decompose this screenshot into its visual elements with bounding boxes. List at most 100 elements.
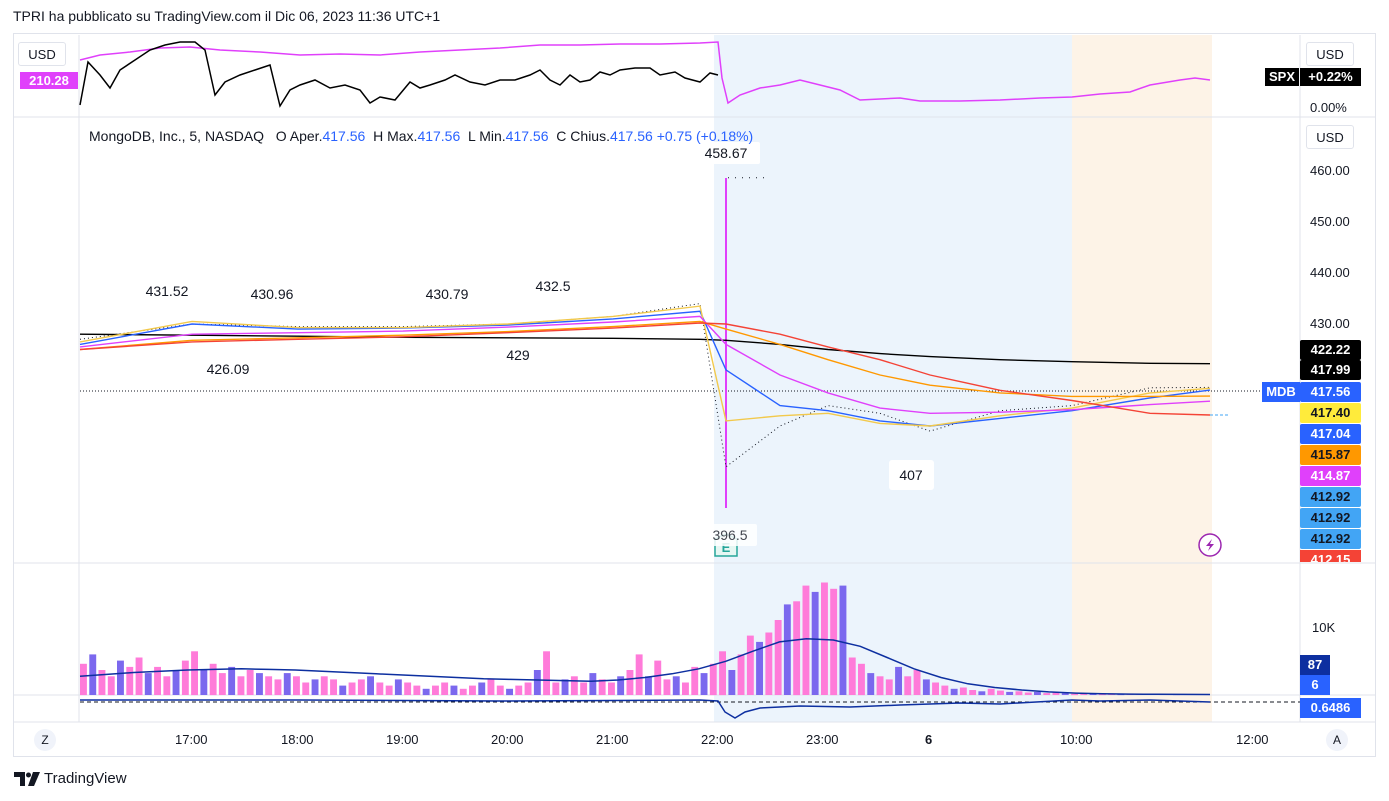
compare-line-main — [79, 41, 719, 108]
volume-bar — [181, 660, 189, 695]
volume-bar — [256, 673, 263, 695]
volume-bar — [543, 651, 550, 696]
volume-bar — [561, 679, 569, 695]
volume-bar — [589, 673, 597, 695]
volume-bar — [422, 688, 430, 696]
price-tag-412-92-c: 412.92 — [1300, 529, 1361, 549]
volume-bar — [293, 676, 300, 696]
auto-scale-button-a[interactable]: A — [1326, 729, 1348, 751]
volume-bar — [793, 601, 801, 696]
price-tag-417-04: 417.04 — [1300, 424, 1361, 444]
price-tick-460: 460.00 — [1310, 163, 1350, 178]
tradingview-logo[interactable]: TradingView — [14, 770, 127, 787]
volume-bar — [941, 685, 949, 695]
volume-bar — [469, 685, 476, 695]
legend-c-label: C — [556, 128, 567, 144]
volume-bar — [885, 679, 893, 695]
volume-bar — [339, 685, 347, 695]
volume-bar — [172, 670, 180, 695]
volume-bar — [848, 657, 856, 695]
volume-bar — [802, 585, 810, 695]
volume-bar — [394, 679, 402, 695]
volume-bar — [978, 691, 986, 696]
volume-bar — [783, 604, 791, 695]
volume-bar — [959, 687, 967, 695]
volume-bar — [154, 666, 161, 695]
price-tick-430: 430.00 — [1310, 316, 1350, 331]
price-tag-412-15: 412.15 — [1300, 550, 1361, 562]
session-bg-premarket — [1072, 35, 1212, 722]
volume-bar — [413, 685, 421, 695]
earnings-marker-label: E — [722, 540, 731, 555]
volume-bar — [756, 641, 763, 695]
volume-bar — [274, 679, 282, 695]
volume-tag-6: 6 — [1300, 675, 1330, 695]
volume-bar — [200, 670, 208, 695]
volume-bar — [617, 676, 625, 696]
volume-ma-line — [79, 638, 1211, 696]
volume-bar — [839, 585, 847, 695]
currency-button-top-left[interactable]: USD — [18, 42, 66, 66]
volume-bar — [1034, 691, 1041, 695]
volume-bar — [432, 685, 439, 695]
legend-change: +0.75 (+0.18%) — [656, 128, 754, 144]
volume-bar — [311, 679, 319, 695]
time-label-2200: 22:00 — [701, 732, 734, 747]
volume-bar — [997, 690, 1004, 695]
volume-bar — [144, 673, 152, 695]
currency-button-main[interactable]: USD — [1306, 125, 1354, 149]
volume-bar — [1071, 693, 1078, 696]
symbol-legend[interactable]: MongoDB, Inc., 5, NASDAQ O Aper.417.56 H… — [89, 128, 753, 144]
oscillator-value-tag: 0.6486 — [1300, 698, 1361, 718]
price-tag-414-87: 414.87 — [1300, 466, 1361, 486]
legend-open-text: Aper. — [289, 128, 323, 144]
currency-button-top-right[interactable]: USD — [1306, 42, 1354, 66]
volume-bar — [191, 651, 198, 696]
zero-percent-label: 0.00% — [1310, 100, 1347, 115]
volume-bar — [765, 632, 773, 695]
volume-bar — [913, 670, 921, 695]
mdb-symbol-tag[interactable]: MDB — [1262, 382, 1300, 402]
volume-bar — [506, 688, 513, 696]
volume-bar — [283, 673, 291, 695]
volume-bar — [246, 670, 254, 695]
volume-bar — [478, 682, 486, 695]
time-label-2300: 23:00 — [806, 732, 839, 747]
volume-bar — [719, 651, 726, 696]
zoom-button-z[interactable]: Z — [34, 729, 56, 751]
legend-o-label: O — [275, 128, 287, 144]
volume-bar — [932, 682, 939, 695]
compare-line-spx — [79, 41, 1211, 105]
volume-bar — [608, 682, 615, 695]
compare-change-tag: +0.22% — [1300, 68, 1361, 86]
legend-close-text: Chius. — [570, 128, 610, 144]
volume-bar — [496, 685, 504, 695]
price-tag-417-40: 417.40 — [1300, 403, 1361, 423]
volume-bar — [626, 670, 634, 695]
price-tag-415-87: 415.87 — [1300, 445, 1361, 465]
volume-bar — [330, 679, 337, 695]
legend-open-value: 417.56 — [322, 128, 366, 144]
time-label-1800: 18:00 — [281, 732, 314, 747]
volume-bar — [672, 676, 680, 696]
compare-symbol-tag[interactable]: SPX — [1265, 68, 1299, 86]
volume-bar — [237, 676, 245, 696]
volume-bar — [135, 657, 143, 695]
legend-l-label: L — [468, 128, 476, 144]
lightning-icon — [1198, 533, 1222, 557]
volume-bar — [728, 670, 736, 695]
session-bg-afterhours — [714, 35, 1072, 722]
volume-bar — [700, 673, 708, 695]
volume-bar — [1061, 693, 1069, 695]
volume-bar — [552, 682, 560, 695]
annotation-429: 429 — [506, 347, 530, 363]
tradingview-logo-icon — [14, 771, 40, 786]
volume-bar — [598, 679, 606, 695]
volume-bar — [635, 654, 643, 695]
tradingview-logo-text: TradingView — [44, 770, 127, 787]
volume-bar — [876, 676, 884, 696]
volume-tick-10k: 10K — [1312, 620, 1336, 635]
volume-bar — [645, 676, 652, 696]
volume-bar — [811, 591, 819, 695]
